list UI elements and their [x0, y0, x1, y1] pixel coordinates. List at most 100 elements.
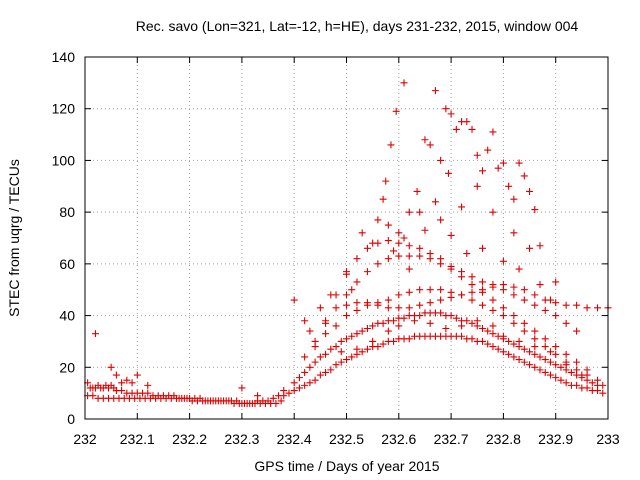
- data-point: [458, 332, 466, 340]
- data-point: [416, 301, 424, 309]
- data-point: [348, 286, 356, 294]
- data-point: [546, 348, 554, 356]
- data-point: [536, 366, 544, 374]
- data-point: [416, 244, 424, 252]
- data-point: [526, 348, 534, 356]
- x-tick-label: 232: [73, 431, 97, 447]
- data-point: [343, 335, 350, 343]
- data-point: [546, 371, 554, 379]
- data-point: [301, 381, 309, 389]
- data-point: [358, 327, 366, 335]
- data-point: [416, 208, 424, 216]
- data-point: [458, 203, 466, 211]
- data-point: [332, 361, 340, 369]
- data-point: [363, 299, 371, 307]
- data-point: [311, 376, 319, 384]
- data-point: [437, 296, 445, 304]
- data-point: [520, 296, 528, 304]
- data-point: [405, 208, 413, 216]
- data-point: [484, 146, 492, 154]
- data-point: [374, 216, 382, 224]
- data-point: [536, 353, 544, 361]
- data-point: [562, 361, 570, 369]
- data-point: [348, 353, 356, 361]
- data-point: [447, 262, 455, 270]
- data-point: [552, 299, 560, 307]
- data-point: [311, 358, 319, 366]
- data-point: [531, 291, 539, 299]
- data-point: [384, 237, 392, 245]
- data-point: [437, 309, 445, 317]
- data-point: [546, 358, 554, 366]
- data-point: [405, 265, 413, 273]
- data-point: [515, 356, 523, 364]
- data-point: [374, 343, 382, 351]
- x-tick-label: 233: [596, 431, 620, 447]
- data-point: [541, 343, 549, 351]
- data-point: [353, 306, 361, 314]
- data-point: [384, 221, 392, 229]
- data-point: [382, 177, 390, 185]
- data-point: [552, 343, 560, 351]
- data-point: [290, 379, 298, 387]
- data-point: [489, 283, 497, 291]
- data-point: [510, 195, 518, 203]
- data-point: [390, 337, 398, 345]
- x-tick-label: 232.1: [120, 431, 155, 447]
- data-point: [573, 301, 581, 309]
- y-tick-label: 120: [52, 101, 76, 117]
- data-point: [395, 229, 403, 237]
- data-point: [536, 281, 544, 289]
- data-point: [301, 353, 309, 361]
- data-point: [363, 268, 371, 276]
- data-point: [395, 239, 403, 247]
- data-point: [599, 389, 607, 397]
- data-point: [437, 216, 445, 224]
- data-point: [452, 314, 460, 322]
- data-point: [405, 335, 413, 343]
- data-point: [489, 306, 497, 314]
- data-point: [343, 291, 350, 299]
- data-point: [562, 301, 570, 309]
- data-point: [421, 226, 429, 234]
- data-point: [332, 343, 340, 351]
- data-point: [499, 304, 507, 312]
- data-point: [573, 358, 581, 366]
- data-point: [515, 159, 523, 167]
- data-point: [183, 394, 191, 402]
- data-point: [489, 208, 497, 216]
- data-point: [343, 301, 350, 309]
- data-point: [369, 337, 377, 345]
- data-point: [384, 327, 392, 335]
- y-tick-label: 0: [67, 411, 75, 427]
- data-point: [583, 304, 591, 312]
- data-point: [531, 335, 539, 343]
- x-tick-label: 232.8: [486, 431, 521, 447]
- data-point: [410, 317, 418, 325]
- data-point: [416, 252, 424, 260]
- data-point: [316, 304, 324, 312]
- data-point: [473, 182, 481, 190]
- data-point: [468, 296, 476, 304]
- data-point: [337, 358, 345, 366]
- data-point: [510, 353, 518, 361]
- data-point: [343, 312, 350, 320]
- x-axis-label: GPS time / Days of year 2015: [254, 458, 439, 474]
- data-point: [280, 392, 288, 400]
- data-point: [583, 384, 591, 392]
- data-point: [107, 363, 115, 371]
- data-point: [499, 332, 507, 340]
- data-point: [478, 337, 486, 345]
- chart-title: Rec. savo (Lon=321, Lat=-12, h=HE), days…: [136, 18, 579, 34]
- data-point: [573, 327, 581, 335]
- data-point: [478, 301, 486, 309]
- data-point: [468, 281, 476, 289]
- data-point: [505, 182, 513, 190]
- data-point: [144, 389, 152, 397]
- data-point: [358, 348, 366, 356]
- data-point: [400, 79, 408, 87]
- data-point: [316, 371, 324, 379]
- data-point: [379, 319, 387, 327]
- data-point: [557, 363, 565, 371]
- data-point: [552, 278, 560, 286]
